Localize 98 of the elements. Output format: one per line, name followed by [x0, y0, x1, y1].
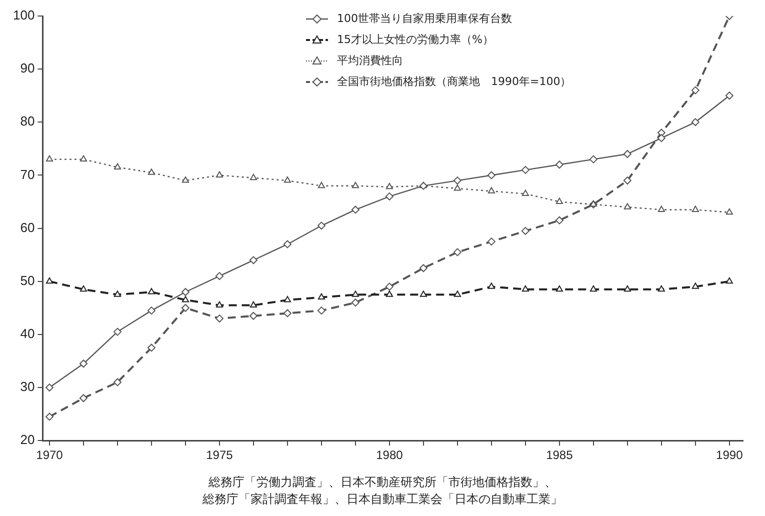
point — [147, 344, 156, 352]
point — [318, 293, 325, 300]
point — [147, 306, 156, 315]
point — [453, 248, 462, 256]
point — [113, 328, 122, 336]
point — [419, 264, 428, 272]
point — [80, 285, 88, 292]
y-tick-label: 20 — [20, 432, 35, 448]
point — [215, 314, 224, 323]
point — [317, 222, 326, 230]
point — [182, 296, 190, 302]
point — [114, 290, 122, 297]
point — [386, 290, 393, 297]
point — [216, 301, 223, 308]
point — [624, 203, 631, 210]
point — [726, 277, 733, 284]
x-tick-label: 1970 — [36, 448, 64, 462]
y-tick-label: 60 — [20, 220, 35, 235]
y-tick-label: 40 — [20, 326, 35, 342]
text: 総務庁「労働力調査」、日本不動産研究所「市街地価格指数」、 — [208, 474, 558, 491]
point — [351, 206, 360, 214]
point — [555, 160, 564, 169]
point — [351, 298, 360, 307]
text: 総務庁「家計調査年報」、日本自動車工業会「日本の自動車工業」 — [202, 491, 564, 508]
point — [113, 378, 122, 386]
point — [80, 155, 88, 162]
y-tick-label: 30 — [20, 379, 35, 394]
point — [148, 288, 156, 294]
x-tick-label: 1980 — [376, 448, 404, 462]
point — [250, 301, 257, 308]
y-tick-label: 100 — [12, 8, 35, 23]
point — [352, 290, 359, 297]
x-tick-label: 1985 — [546, 448, 574, 462]
point — [46, 155, 54, 162]
point — [420, 290, 427, 297]
point — [114, 163, 122, 170]
point — [317, 306, 326, 315]
point — [284, 176, 291, 183]
point — [658, 206, 665, 212]
y-tick-label: 90 — [20, 60, 35, 76]
point — [216, 171, 223, 178]
point — [385, 192, 394, 200]
point — [658, 285, 665, 292]
point — [352, 182, 359, 188]
point — [657, 134, 666, 142]
point — [555, 216, 564, 224]
point — [725, 92, 734, 100]
point — [590, 285, 597, 292]
legend-label: 平均消費性向 — [337, 53, 403, 68]
point — [385, 282, 394, 291]
point — [691, 118, 700, 126]
point — [148, 168, 156, 175]
point — [692, 282, 699, 289]
point — [386, 182, 393, 190]
point — [284, 296, 291, 302]
y-tick-label: 70 — [20, 166, 35, 182]
point — [522, 285, 529, 292]
point — [181, 304, 190, 312]
point — [283, 240, 292, 248]
point — [79, 360, 88, 368]
point — [249, 256, 258, 264]
point — [691, 86, 700, 94]
x-tick-label: 1975 — [206, 448, 234, 462]
point — [45, 412, 54, 421]
point — [283, 309, 292, 318]
point — [182, 176, 190, 183]
point — [79, 394, 88, 402]
legend-label: 100世帯当り自家用乗用車保有台数 — [337, 11, 512, 26]
y-tick-label: 50 — [20, 272, 35, 288]
legend-label: 15才以上女性の労働力率（%） — [337, 32, 494, 47]
point — [454, 290, 461, 297]
point — [556, 285, 563, 292]
point — [488, 187, 495, 194]
point — [45, 384, 54, 392]
point — [522, 190, 529, 196]
legend-label: 全国市街地価格指数（商業地 1990年=100） — [337, 74, 572, 89]
point — [250, 174, 257, 180]
point — [453, 176, 462, 185]
point — [589, 155, 598, 164]
point — [521, 226, 530, 235]
point — [249, 312, 258, 320]
point — [46, 277, 54, 284]
point — [624, 285, 631, 292]
point — [692, 206, 699, 212]
point — [215, 272, 224, 280]
point — [487, 238, 496, 246]
point — [556, 198, 563, 204]
x-tick-label: 1990 — [716, 448, 744, 462]
point — [488, 282, 495, 289]
point — [318, 182, 325, 188]
point — [454, 184, 461, 191]
point — [623, 150, 632, 158]
point — [487, 171, 496, 180]
point — [521, 166, 530, 174]
point — [726, 208, 733, 215]
y-tick-label: 80 — [20, 114, 35, 129]
point — [181, 288, 190, 296]
point — [623, 176, 632, 185]
